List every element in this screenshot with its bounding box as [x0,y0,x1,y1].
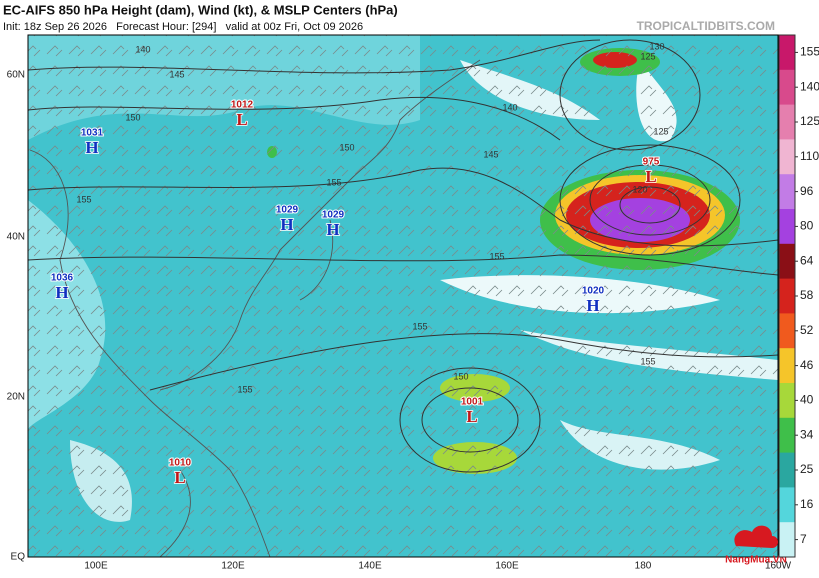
colorbar-swatch [779,383,795,419]
lat-label: EQ [11,552,26,563]
center-letter: L [236,110,247,129]
lon-label: 120E [221,561,245,572]
colorbar-label: 58 [800,288,814,302]
colorbar-swatch [779,278,795,314]
center-pressure: 1012 [231,100,254,111]
contour-label: 155 [76,194,91,204]
colorbar-label: 155 [800,45,819,59]
center-pressure: 1036 [51,273,74,284]
contour-label: 140 [135,44,150,54]
watermark: TROPICALTIDBITS.COM [637,19,775,33]
lon-label: 180 [635,561,652,572]
contour-label: 125 [640,51,655,61]
map [28,35,778,557]
colorbar-label: 40 [800,393,814,407]
colorbar-swatch [779,452,795,488]
colorbar-label: 52 [800,323,814,337]
contour-label: 150 [125,112,140,122]
center-letter: H [85,138,98,157]
contour-label: 145 [483,149,498,159]
center-letter: L [466,407,477,426]
center-letter: L [645,167,656,186]
colorbar-label: 16 [800,497,814,511]
colorbar-label: 25 [800,462,814,476]
colorbar-swatch [779,35,795,71]
colorbar-swatch [779,313,795,349]
title: EC-AIFS 850 hPa Height (dam), Wind (kt),… [3,2,398,17]
contour-label: 120 [632,184,647,194]
contour-label: 125 [653,126,668,136]
contour-label: 155 [326,177,341,187]
colorbar-label: 140 [800,79,819,93]
map-frame [27,34,779,558]
colorbar-frame [778,34,796,558]
colorbar-swatch [779,522,795,558]
contour-label: 150 [339,142,354,152]
colorbar-swatch [779,243,795,280]
lat-label: 60N [7,70,25,81]
colorbar-swatch [779,417,795,454]
center-pressure: 1031 [81,128,104,139]
colorbar-label: 46 [800,358,814,372]
contour-label: 155 [489,251,504,261]
colorbar-label: 110 [800,149,819,163]
lon-label: 140E [358,561,382,572]
contour-label: 155 [237,384,252,394]
contour-label: 155 [640,356,655,366]
contour-label: 130 [649,41,664,51]
center-letter: L [174,468,185,487]
colorbar-label: 125 [800,114,819,128]
colorbar-swatch [779,348,795,384]
lon-label: 160W [765,561,792,572]
contour-label: 145 [169,69,184,79]
colorbar-label: 80 [800,219,814,233]
colorbar-label: 64 [800,253,814,267]
lat-label: 20N [7,392,25,403]
subtitle: Init: 18z Sep 26 2026 Forecast Hour: [29… [3,21,363,33]
colorbar-swatch [779,174,795,210]
center-letter: H [280,215,293,234]
center-pressure: 1020 [582,286,605,297]
center-pressure: 1029 [322,210,345,221]
contour-label: 140 [502,102,517,112]
contour-label: 150 [453,371,468,381]
center-letter: H [55,283,68,302]
center-pressure: 975 [643,157,660,168]
colorbar-swatch [779,487,795,523]
colorbar-label: 7 [800,532,807,546]
logo-text: NangMua.VN [725,555,787,566]
colorbar-swatch [779,209,795,245]
lat-label: 40N [7,232,25,243]
contour-label: 155 [412,321,427,331]
center-letter: H [326,220,339,239]
colorbar-swatch [779,139,795,175]
center-pressure: 1029 [276,205,299,216]
colorbar-swatch [779,69,795,106]
center-letter: H [586,296,599,315]
lon-label: 160E [495,561,519,572]
colorbar-label: 34 [800,427,814,441]
colorbar-swatch [779,104,795,140]
lon-label: 100E [84,561,108,572]
center-pressure: 1010 [169,458,192,469]
logo: NangMua.VN [725,525,787,566]
colorbar-label: 96 [800,184,814,198]
center-pressure: 1001 [461,397,484,408]
